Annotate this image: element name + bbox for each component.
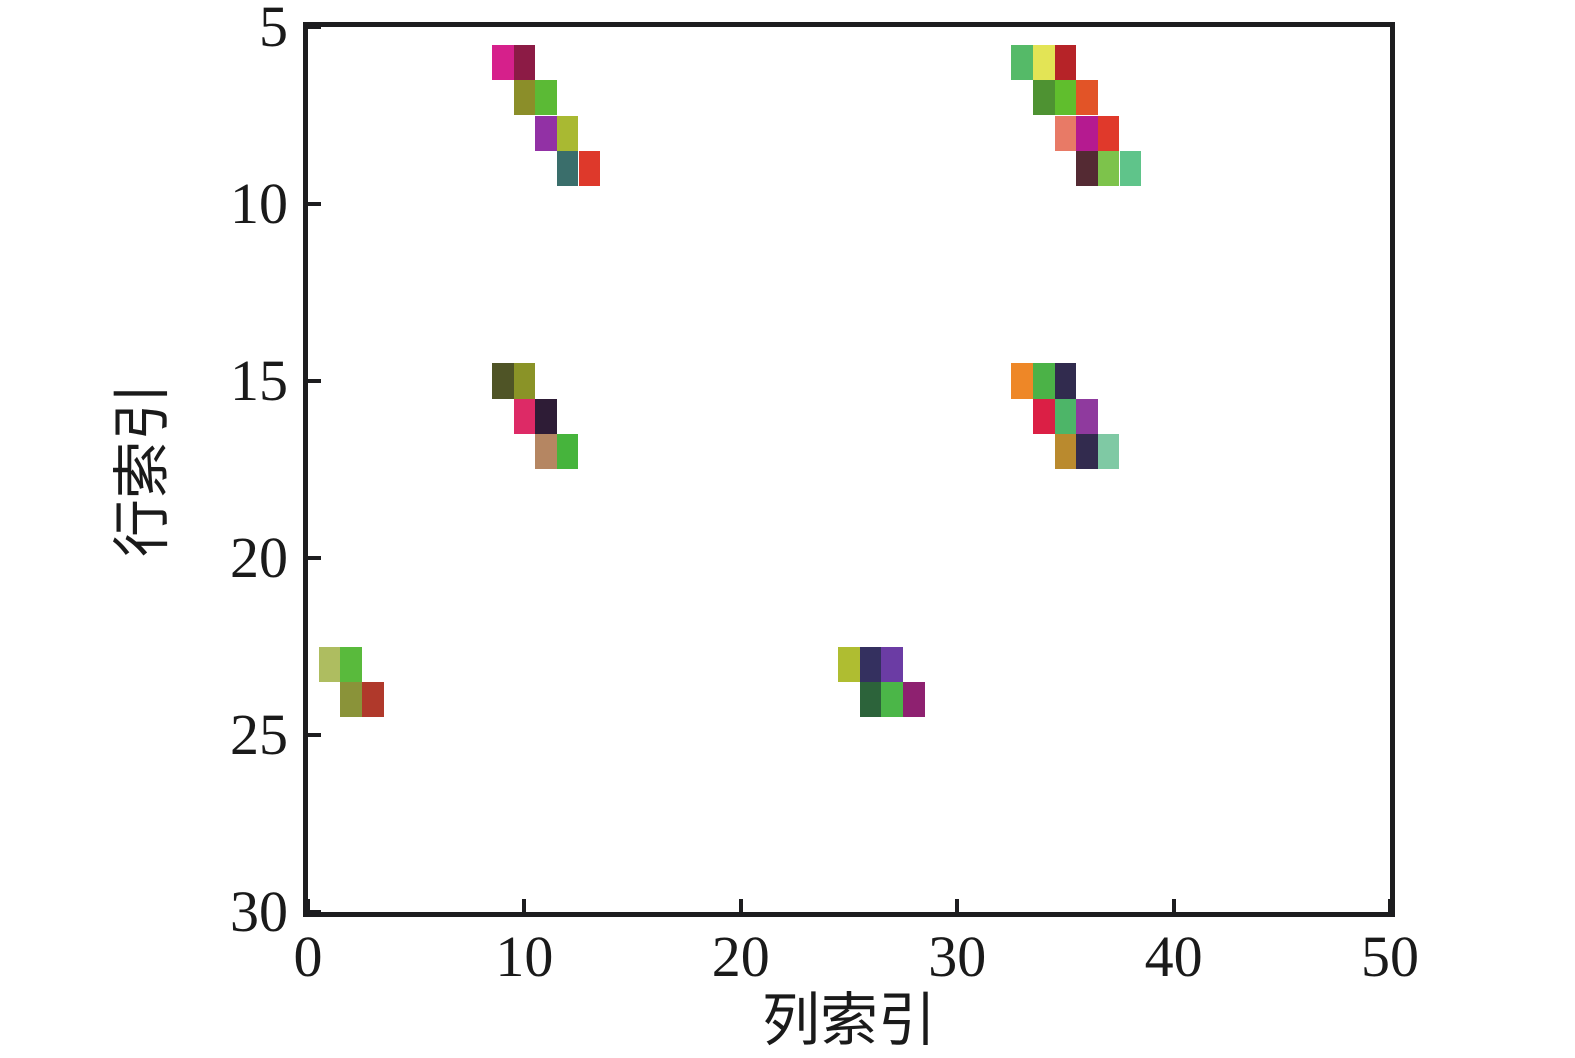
heatmap-cell bbox=[340, 681, 363, 718]
x-tick-mark bbox=[955, 899, 960, 912]
x-tick-mark bbox=[738, 899, 743, 912]
x-tick-mark bbox=[522, 899, 527, 912]
heatmap-cell bbox=[1011, 44, 1033, 81]
heatmap-cell bbox=[903, 681, 925, 718]
y-tick-mark bbox=[308, 202, 321, 206]
plot-area bbox=[308, 27, 1390, 912]
heatmap-cell bbox=[535, 434, 557, 470]
y-axis-title: 行索引 bbox=[110, 382, 175, 558]
heatmap-cell bbox=[1011, 363, 1033, 399]
heatmap-cell bbox=[1032, 80, 1055, 116]
heatmap-cell bbox=[513, 80, 536, 116]
heatmap-cell bbox=[340, 646, 363, 682]
heatmap-cell bbox=[556, 115, 579, 151]
heatmap-cell bbox=[1054, 363, 1077, 399]
y-tick-mark bbox=[308, 27, 321, 29]
x-tick-mark bbox=[1171, 899, 1176, 912]
heatmap-cell bbox=[491, 44, 514, 81]
heatmap-cell bbox=[1032, 44, 1055, 81]
y-tick-label: 30 bbox=[230, 879, 288, 944]
x-tick-label: 50 bbox=[1361, 924, 1419, 989]
y-tick-mark bbox=[308, 910, 321, 912]
heatmap-cell bbox=[1076, 115, 1098, 151]
x-tick-label: 10 bbox=[495, 924, 554, 989]
y-tick-label: 10 bbox=[230, 171, 288, 236]
heatmap-cell bbox=[556, 434, 579, 470]
heatmap-cell bbox=[1054, 115, 1077, 151]
heatmap-cell bbox=[535, 115, 557, 151]
heatmap-cell bbox=[513, 398, 536, 435]
heatmap-cell bbox=[578, 150, 601, 187]
heatmap-cell bbox=[838, 646, 860, 682]
heatmap-cell bbox=[1076, 398, 1098, 435]
x-tick-label: 0 bbox=[293, 924, 323, 989]
heatmap-cell bbox=[535, 80, 557, 116]
x-tick-label: 40 bbox=[1144, 924, 1203, 989]
heatmap-cell bbox=[513, 363, 536, 399]
heatmap-cell bbox=[535, 398, 557, 435]
heatmap-cell bbox=[362, 681, 384, 718]
y-tick-label: 5 bbox=[259, 0, 288, 59]
heatmap-cell bbox=[1119, 150, 1142, 187]
heatmap-cell bbox=[1076, 150, 1098, 187]
heatmap-cell bbox=[556, 150, 579, 187]
y-tick-mark bbox=[308, 556, 321, 560]
x-tick-mark bbox=[308, 899, 310, 912]
heatmap-cell bbox=[1054, 80, 1077, 116]
heatmap-cell bbox=[1097, 150, 1120, 187]
x-tick-label: 30 bbox=[928, 924, 987, 989]
x-tick-label: 20 bbox=[711, 924, 770, 989]
heatmap-cell bbox=[513, 44, 536, 81]
x-tick-mark bbox=[1388, 899, 1390, 912]
heatmap-cell bbox=[1054, 44, 1077, 81]
y-tick-label: 25 bbox=[230, 702, 288, 767]
heatmap-cell bbox=[491, 363, 514, 399]
y-tick-label: 15 bbox=[230, 348, 288, 413]
heatmap-cell bbox=[859, 646, 882, 682]
heatmap-cell bbox=[1097, 434, 1120, 470]
heatmap-cell bbox=[318, 646, 341, 682]
heatmap-cell bbox=[881, 681, 904, 718]
heatmap-cell bbox=[1097, 115, 1120, 151]
heatmap-cell bbox=[1076, 80, 1098, 116]
x-axis-title: 列索引 bbox=[761, 988, 937, 1053]
heatmap-cell bbox=[1054, 434, 1077, 470]
heatmap-cell bbox=[1032, 363, 1055, 399]
plot-border bbox=[303, 22, 1395, 917]
y-tick-label: 20 bbox=[230, 525, 288, 590]
heatmap-cell bbox=[1076, 434, 1098, 470]
y-tick-mark bbox=[308, 733, 321, 737]
heatmap-cell bbox=[1032, 398, 1055, 435]
heatmap-cell bbox=[881, 646, 904, 682]
heatmap-cell bbox=[1054, 398, 1077, 435]
y-tick-mark bbox=[308, 379, 321, 383]
heatmap-cell bbox=[859, 681, 882, 718]
